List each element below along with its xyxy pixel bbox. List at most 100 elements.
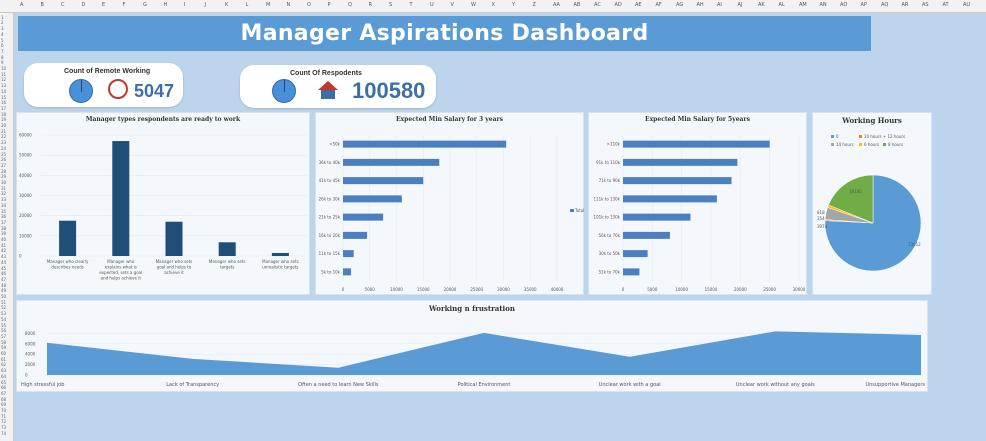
row-number[interactable]: 37: [1, 219, 7, 225]
row-number[interactable]: 67: [1, 390, 7, 396]
row-number[interactable]: 19: [1, 117, 7, 123]
row-number[interactable]: 44: [1, 259, 7, 265]
column-letter[interactable]: A: [20, 2, 24, 8]
row-number[interactable]: 55: [1, 322, 7, 328]
column-letter[interactable]: AJ: [737, 2, 743, 8]
column-letter[interactable]: AP: [860, 2, 867, 8]
row-number[interactable]: 69: [1, 402, 7, 408]
column-letter[interactable]: G: [143, 2, 147, 8]
column-letter[interactable]: AH: [696, 2, 704, 8]
row-number[interactable]: 52: [1, 305, 7, 311]
row-number[interactable]: 61: [1, 356, 7, 362]
row-number[interactable]: 17: [1, 105, 7, 111]
row-number[interactable]: 46: [1, 271, 7, 277]
column-letter[interactable]: H: [163, 2, 168, 8]
row-number[interactable]: 10: [1, 66, 7, 71]
column-letter[interactable]: AB: [573, 2, 581, 8]
column-letter[interactable]: D: [81, 2, 86, 8]
column-letter[interactable]: W: [471, 2, 476, 8]
column-letter[interactable]: AL: [778, 2, 785, 8]
row-number[interactable]: 47: [1, 276, 7, 282]
row-number[interactable]: 21: [1, 128, 7, 134]
kpi-remote-working[interactable]: Count of Remote Working 5047: [24, 63, 183, 107]
row-number[interactable]: 25: [1, 151, 7, 157]
column-letter[interactable]: AE: [635, 2, 642, 8]
row-number[interactable]: 42: [1, 248, 7, 254]
row-number[interactable]: 5: [1, 37, 4, 43]
row-number[interactable]: 64: [1, 373, 7, 379]
row-number[interactable]: 45: [1, 265, 7, 271]
column-letter[interactable]: Q: [348, 2, 352, 8]
column-letter[interactable]: AN: [819, 2, 827, 8]
row-number[interactable]: 20: [1, 123, 7, 128]
row-number[interactable]: 60: [1, 351, 7, 356]
row-number[interactable]: 63: [1, 368, 7, 374]
kpi-respondents[interactable]: Count Of Respodents 100580: [240, 65, 436, 108]
panel-frustration[interactable]: Working n frustration 8000 6000 4000 2000 0 H…: [16, 300, 928, 392]
row-number[interactable]: 48: [1, 282, 7, 288]
column-letter[interactable]: AF: [655, 2, 662, 8]
column-letter[interactable]: E: [102, 2, 106, 8]
row-number[interactable]: 26: [1, 157, 7, 163]
row-number[interactable]: 65: [1, 379, 7, 385]
row-number[interactable]: 14: [1, 88, 7, 94]
column-letter[interactable]: N: [286, 2, 291, 8]
row-number[interactable]: 43: [1, 254, 7, 260]
row-number[interactable]: 23: [1, 140, 7, 146]
column-letter[interactable]: F: [122, 2, 126, 8]
row-number[interactable]: 6: [1, 43, 4, 49]
row-number[interactable]: 29: [1, 174, 7, 180]
panel-salary-5y[interactable]: Expected Min Salary for 5years 0 5000 1000…: [588, 112, 807, 295]
row-number[interactable]: 13: [1, 83, 7, 89]
row-number[interactable]: 70: [1, 408, 7, 413]
column-letter[interactable]: AM: [799, 2, 807, 8]
column-letter[interactable]: V: [450, 2, 454, 8]
column-letter[interactable]: I: [184, 2, 186, 8]
row-number[interactable]: 66: [1, 385, 7, 391]
row-number[interactable]: 33: [1, 197, 7, 203]
column-letter[interactable]: O: [307, 2, 311, 8]
column-letter[interactable]: AK: [758, 2, 765, 8]
column-letter[interactable]: Z: [532, 2, 536, 8]
column-letter[interactable]: Y: [512, 2, 516, 8]
panel-manager-types[interactable]: Manager types respondents are ready to w…: [16, 112, 310, 295]
row-number[interactable]: 39: [1, 231, 7, 237]
row-number[interactable]: 9: [1, 60, 4, 66]
column-letter[interactable]: AO: [840, 2, 848, 8]
column-letter[interactable]: AD: [614, 2, 622, 8]
column-letter[interactable]: AI: [717, 2, 722, 8]
row-number[interactable]: 11: [1, 71, 7, 77]
row-number[interactable]: 54: [1, 316, 7, 322]
row-number[interactable]: 8: [1, 54, 4, 60]
row-number[interactable]: 74: [1, 430, 7, 436]
row-number[interactable]: 28: [1, 168, 7, 174]
row-number[interactable]: 73: [1, 425, 7, 431]
row-number[interactable]: 41: [1, 242, 7, 248]
column-letter[interactable]: AT: [942, 2, 949, 8]
column-letter[interactable]: AS: [922, 2, 929, 8]
column-letter[interactable]: AU: [963, 2, 971, 8]
column-letter[interactable]: AQ: [881, 2, 889, 8]
row-number[interactable]: 1: [1, 14, 4, 20]
column-letter[interactable]: K: [225, 2, 229, 8]
column-letter[interactable]: R: [368, 2, 372, 8]
row-number[interactable]: 24: [1, 145, 7, 151]
column-letter[interactable]: AR: [901, 2, 909, 8]
row-number[interactable]: 15: [1, 94, 7, 100]
row-number[interactable]: 7: [1, 48, 4, 54]
row-number[interactable]: 59: [1, 345, 7, 351]
column-letter[interactable]: AG: [676, 2, 684, 8]
row-number[interactable]: 27: [1, 162, 7, 168]
row-number[interactable]: 22: [1, 134, 7, 140]
panel-salary-3y[interactable]: Expected Min Salary for 3 years 0 5000 100…: [315, 112, 584, 295]
column-letter[interactable]: P: [327, 2, 331, 8]
column-letter[interactable]: B: [40, 2, 44, 8]
row-number[interactable]: 16: [1, 100, 7, 106]
row-number[interactable]: 50: [1, 294, 7, 299]
row-number[interactable]: 62: [1, 362, 7, 368]
row-number[interactable]: 30: [1, 180, 7, 185]
row-number[interactable]: 49: [1, 288, 7, 294]
row-number[interactable]: 36: [1, 214, 7, 220]
column-letter[interactable]: S: [389, 2, 393, 8]
column-letter[interactable]: AA: [553, 2, 560, 8]
